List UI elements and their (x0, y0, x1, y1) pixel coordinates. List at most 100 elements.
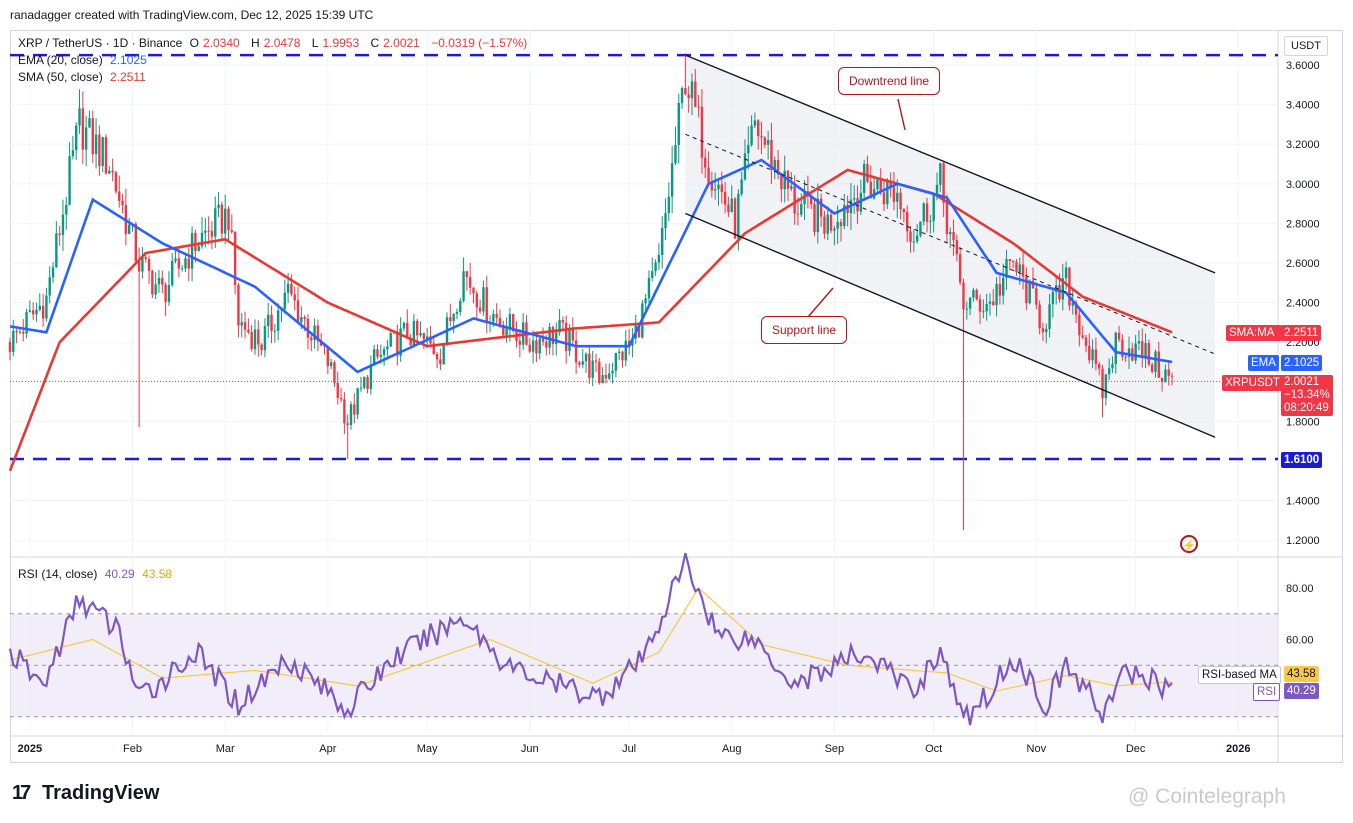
candle-body (144, 257, 147, 259)
candle-body (531, 340, 535, 352)
rsi-ma-legend-value: 43.58 (142, 567, 173, 581)
candle-body (1098, 363, 1101, 369)
candle-body (276, 310, 280, 331)
sma-axis-name-tag: SMA:MA (1226, 325, 1282, 341)
candle-body (326, 346, 330, 367)
candle-body (386, 346, 389, 350)
candle-body (227, 208, 230, 231)
candle-body (333, 362, 336, 383)
support-line (685, 212, 1216, 438)
candle-body (108, 170, 111, 174)
price-tick-label: 3.2000 (1286, 139, 1320, 151)
price-tick-label: 2.8000 (1286, 218, 1320, 230)
downtrend-callout[interactable]: Downtrend line (838, 67, 941, 95)
ohlc-low: L 1.9953 (312, 36, 363, 50)
candle-body (419, 333, 422, 336)
candle-body (962, 282, 965, 310)
candle-body (730, 198, 733, 213)
candle-body (283, 292, 286, 310)
candle-body (793, 186, 796, 214)
support-callout[interactable]: Support line (761, 316, 848, 344)
candle-body (866, 163, 869, 182)
candle-body (651, 271, 654, 278)
candle-body (303, 317, 306, 319)
candle-body (813, 204, 816, 233)
candle-body (978, 299, 982, 312)
candle-body (12, 330, 15, 352)
ema-legend[interactable]: EMA (20, close) 2.1025 (18, 53, 151, 67)
candle-body (747, 144, 750, 154)
candle-body (704, 157, 707, 168)
candle-body (141, 257, 144, 272)
candle-body (1104, 374, 1108, 399)
price-tick-label: 1.4000 (1286, 496, 1320, 508)
candle-body (568, 329, 571, 352)
candle-body (263, 326, 267, 351)
candle-body (912, 241, 916, 243)
candle-body (1091, 349, 1094, 361)
tv-logo-icon: 17 (12, 782, 31, 804)
candle-body (204, 230, 207, 233)
candle-body (647, 277, 651, 299)
candle-body (492, 313, 495, 322)
candle-body (379, 354, 382, 357)
sma50-line (8, 168, 1173, 472)
candle-body (402, 322, 406, 329)
sma-axis-value-tag: 2.2511 (1281, 325, 1322, 341)
candle-body (372, 349, 376, 365)
lightning-icon[interactable]: ⚡ (1180, 535, 1198, 553)
symbol-title: XRP / TetherUS · 1D · Binance (18, 36, 183, 50)
candle-body (1021, 264, 1025, 277)
rsi-legend[interactable]: RSI (14, close) 40.29 43.58 (18, 567, 176, 581)
candle-body (257, 329, 260, 345)
candle-body (826, 214, 829, 234)
candle-body (1048, 304, 1051, 330)
candle-body (982, 311, 985, 313)
candle-body (243, 322, 247, 330)
candle-body (945, 202, 949, 235)
candle-body (68, 156, 71, 205)
currency-selector[interactable]: USDT (1284, 36, 1328, 56)
rsi-legend-value: 40.29 (104, 567, 135, 581)
candle-body (1164, 369, 1167, 383)
candle-body (949, 231, 952, 235)
candle-body (432, 343, 435, 354)
candle-body (137, 261, 141, 272)
candle-body (661, 228, 664, 255)
cointelegraph-watermark: @ Cointelegraph (1128, 785, 1286, 808)
tradingview-logo[interactable]: 17 TradingView (12, 782, 159, 805)
candle-body (1045, 329, 1048, 333)
candle-body (1167, 369, 1170, 376)
candle-body (200, 232, 204, 247)
candle-body (161, 277, 164, 285)
candle-body (154, 284, 157, 295)
candle-body (624, 340, 627, 361)
candle-body (187, 258, 190, 269)
candle-body (1081, 335, 1084, 338)
candle-body (382, 349, 386, 355)
candle-body (657, 254, 661, 263)
sma-legend-value: 2.2511 (110, 70, 146, 84)
candle-body (512, 314, 515, 332)
candle-body (690, 81, 694, 99)
candle-body (250, 332, 253, 350)
candle-body (697, 106, 700, 108)
candle-body (594, 360, 598, 362)
price-tick-label: 3.6000 (1286, 60, 1320, 72)
candle-body (776, 160, 780, 175)
candle-body (157, 277, 161, 285)
sma-legend[interactable]: SMA (50, close) 2.2511 (18, 70, 150, 84)
candle-body (81, 108, 85, 150)
candle-body (1144, 342, 1147, 358)
candle-body (127, 224, 131, 235)
candle-body (220, 204, 224, 234)
candle-body (313, 325, 316, 341)
candle-body (541, 338, 545, 342)
candle-body (581, 361, 584, 365)
candle-body (611, 370, 614, 374)
candle-body (561, 319, 565, 323)
candle-body (571, 329, 575, 341)
ohlc-close: C 2.0021 (370, 36, 423, 50)
candle-body (485, 287, 488, 322)
